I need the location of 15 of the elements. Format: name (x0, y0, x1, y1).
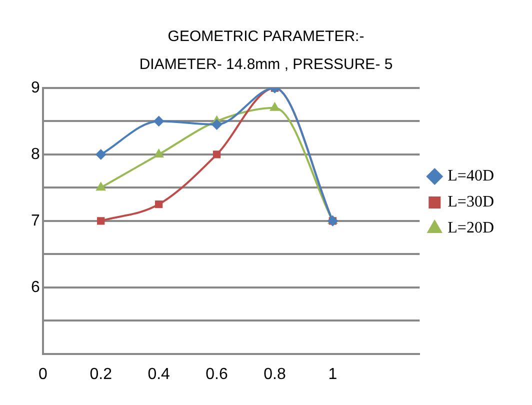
x-tick-label: 0.4 (148, 366, 170, 383)
x-tick-label: 1 (328, 366, 338, 383)
x-tick-label: 0.6 (206, 366, 228, 383)
x-tick-label: 0.2 (90, 366, 112, 383)
y-tick-label: 6 (30, 278, 40, 296)
x-tick-label: 0.8 (264, 366, 286, 383)
y-tick-label: 9 (30, 79, 40, 96)
legend-label: L=30D (448, 194, 494, 211)
y-tick-label: 8 (30, 146, 40, 163)
y-tick-label: 7 (30, 212, 40, 230)
chart-subtitle: DIAMETER- 14.8mm , PRESSURE- 5 (139, 56, 393, 74)
legend-label: L=20D (448, 220, 494, 237)
legend-label: L=40D (448, 168, 494, 185)
chart-title: GEOMETRIC PARAMETER:- (168, 28, 364, 46)
x-tick-label: 0 (38, 366, 48, 383)
